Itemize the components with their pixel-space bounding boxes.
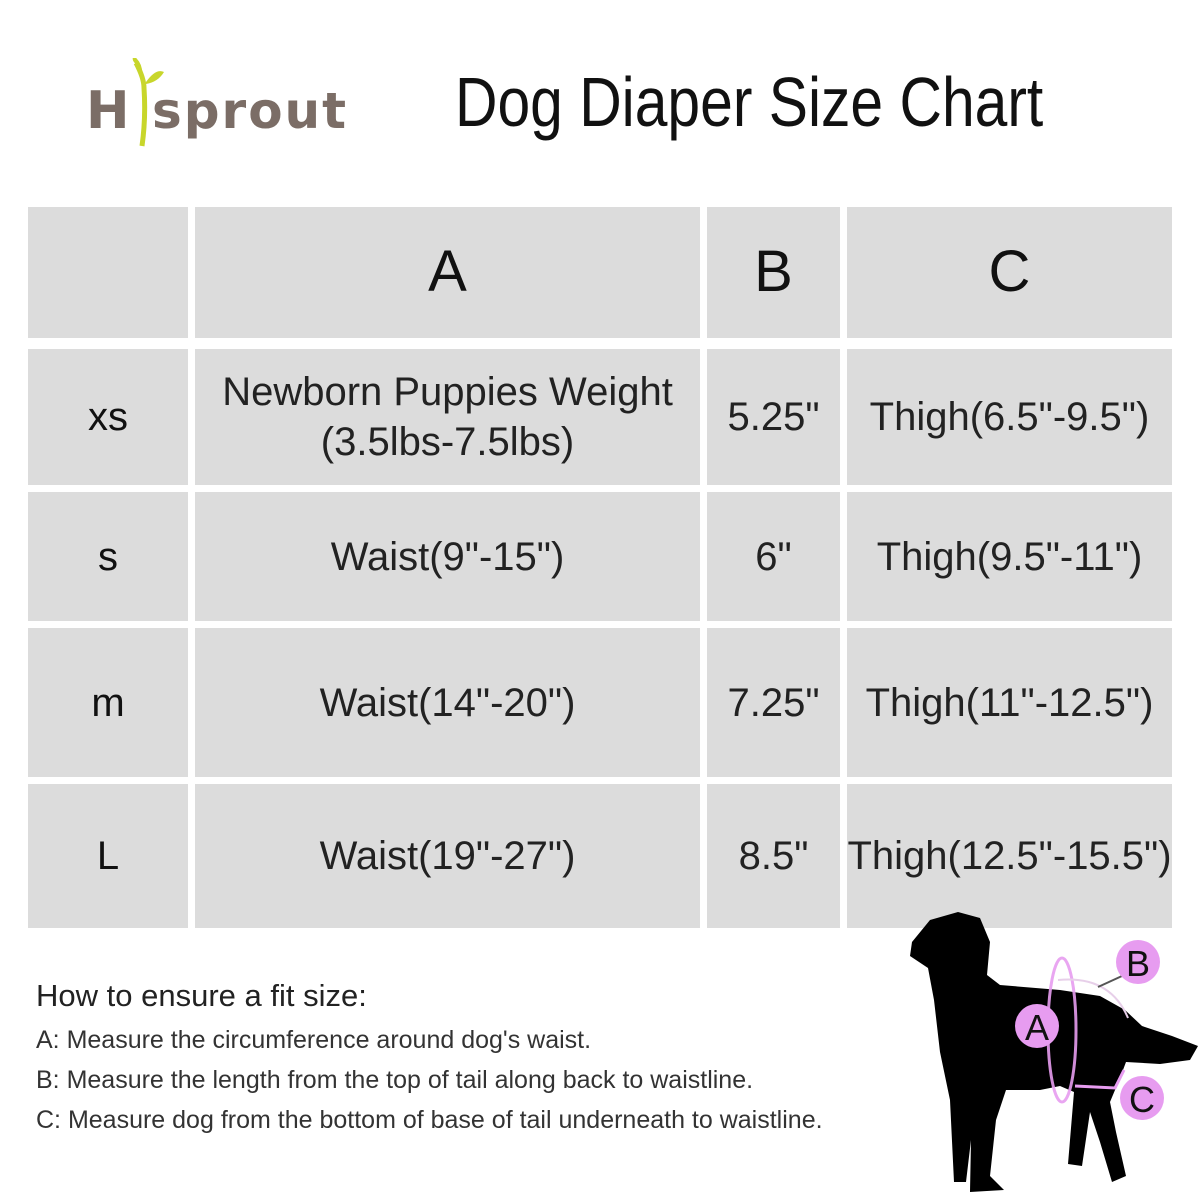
header-c: C <box>847 207 1172 338</box>
svg-text:C: C <box>1129 1079 1155 1120</box>
size-l: L <box>28 784 188 928</box>
cell-xs-a-line1: Newborn Puppies Weight <box>222 370 673 414</box>
header-empty-cell <box>28 207 188 338</box>
svg-text:H: H <box>86 81 130 141</box>
cell-m-c: Thigh(11"-12.5") <box>847 628 1172 777</box>
instruction-b: B: Measure the length from the top of ta… <box>36 1066 754 1094</box>
instruction-c: C: Measure dog from the bottom of base o… <box>36 1106 823 1134</box>
instructions-heading: How to ensure a fit size: <box>36 978 367 1013</box>
thigh-line <box>1074 1069 1126 1090</box>
cell-l-b: 8.5" <box>707 784 840 928</box>
svg-text:A: A <box>1025 1007 1049 1048</box>
instruction-a: A: Measure the circumference around dog'… <box>36 1026 592 1054</box>
cell-xs-a: Newborn Puppies Weight (3.5lbs-7.5lbs) <box>195 349 700 485</box>
size-m: m <box>28 628 188 777</box>
cell-xs-b: 5.25" <box>707 349 840 485</box>
back-length-line <box>1057 978 1129 1019</box>
size-s: s <box>28 492 188 621</box>
cell-s-b: 6" <box>707 492 840 621</box>
page-title: Dog Diaper Size Chart <box>455 63 1044 141</box>
hisprout-logo: H sprout <box>86 58 348 147</box>
marker-b: B <box>1116 940 1160 984</box>
marker-c: C <box>1120 1076 1164 1120</box>
dog-silhouette <box>910 912 1198 1192</box>
header-b: B <box>707 207 840 338</box>
fit-instructions: How to ensure a fit size: A: Measure the… <box>36 978 823 1140</box>
cell-l-a: Waist(19"-27") <box>195 784 700 928</box>
svg-text:sprout: sprout <box>152 82 348 140</box>
cell-l-c: Thigh(12.5"-15.5") <box>847 784 1172 928</box>
cell-xs-a-line2: (3.5lbs-7.5lbs) <box>320 420 575 464</box>
marker-a: A <box>1015 1004 1059 1048</box>
svg-text:B: B <box>1126 943 1150 984</box>
cell-m-a: Waist(14"-20") <box>195 628 700 777</box>
cell-m-b: 7.25" <box>707 628 840 777</box>
header-a: A <box>195 207 700 338</box>
cell-s-c: Thigh(9.5"-11") <box>847 492 1172 621</box>
cell-xs-c: Thigh(6.5"-9.5") <box>847 349 1172 485</box>
cell-s-a: Waist(9"-15") <box>195 492 700 621</box>
size-xs: xs <box>28 349 188 485</box>
